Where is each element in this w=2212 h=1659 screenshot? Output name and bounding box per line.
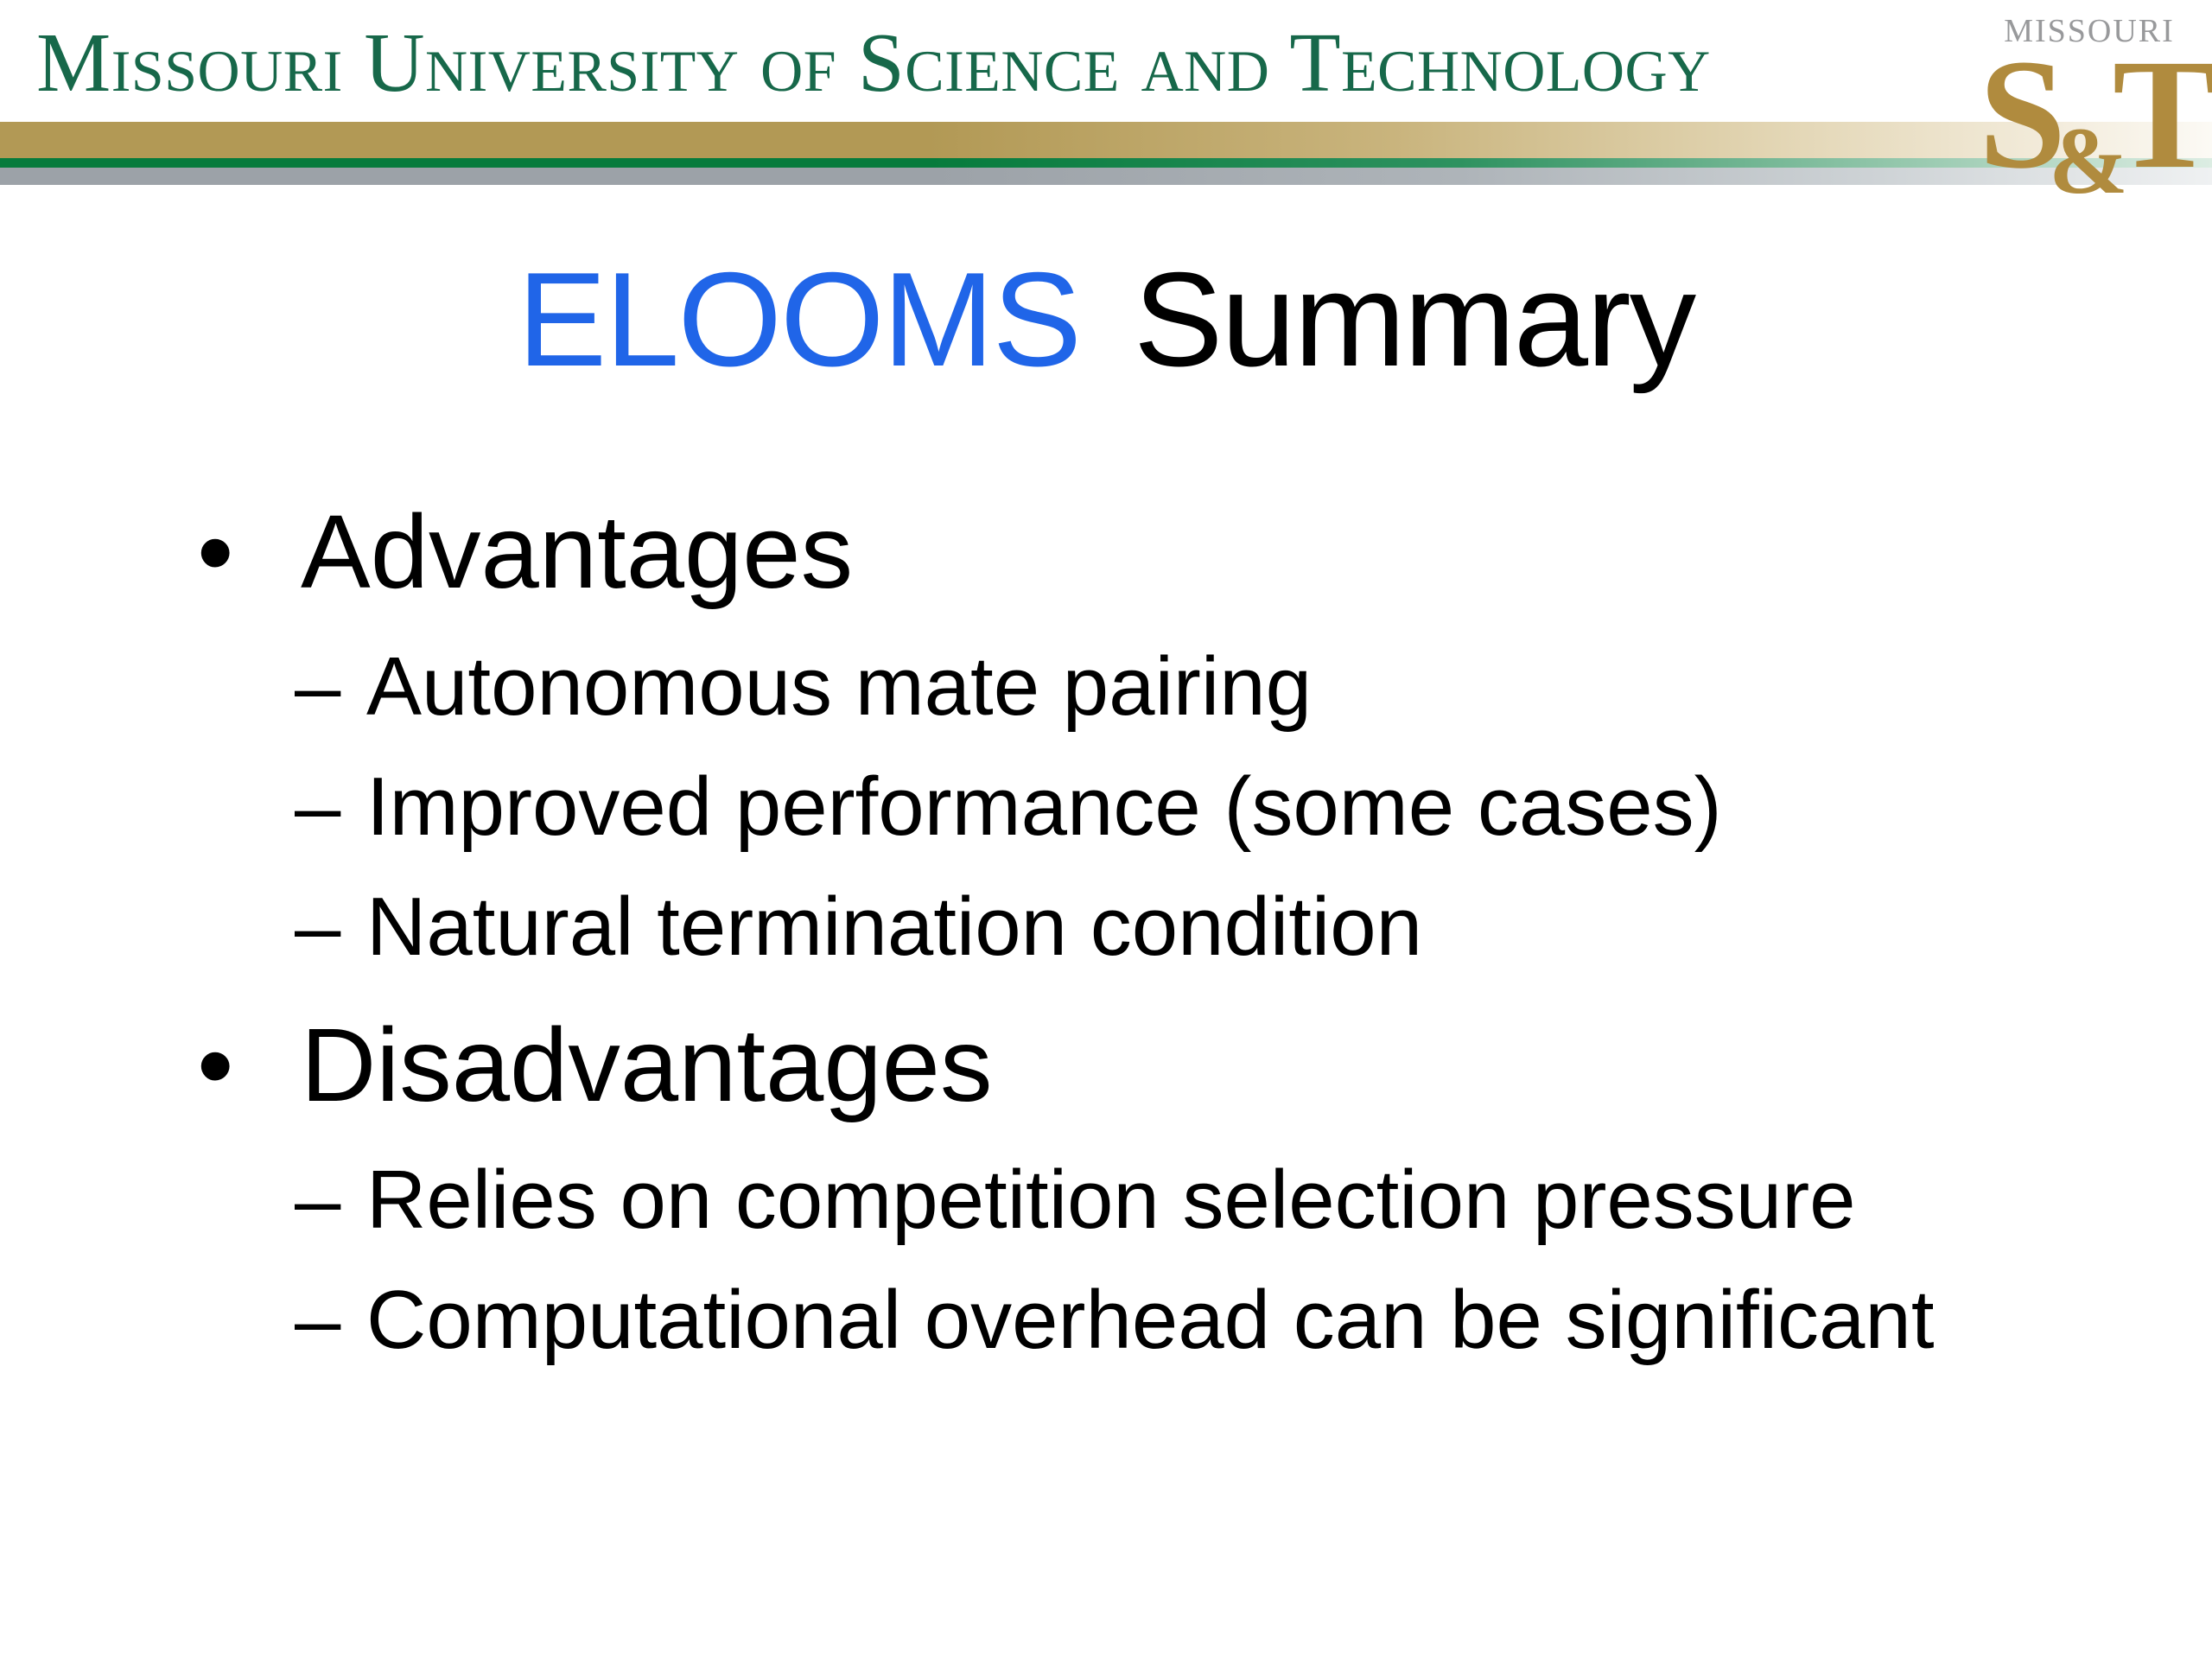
- list-subitem-label: Natural termination condition: [366, 880, 1422, 973]
- list-subitem-label: Relies on competition selection pressure: [366, 1154, 1856, 1246]
- list-subitem: – Computational overhead can be significa…: [0, 1260, 2212, 1380]
- dash-icon: –: [295, 1274, 341, 1366]
- list-item: • Advantages: [0, 486, 2212, 616]
- gray-bar: [0, 168, 2212, 185]
- list-item-label: Disadvantages: [301, 1006, 993, 1123]
- bullet-dot-icon: •: [197, 493, 234, 610]
- list-subitem: – Relies on competition selection pressur…: [0, 1140, 2212, 1260]
- university-wordmark: Missouri University of Science and Techn…: [36, 16, 1711, 109]
- logo-letter-s: S: [1979, 27, 2067, 201]
- dash-icon: –: [295, 760, 341, 853]
- title-highlight: ELOOMS: [517, 245, 1082, 394]
- list-subitem-label: Computational overhead can be significan…: [366, 1274, 1935, 1366]
- list-subitem-label: Autonomous mate pairing: [366, 640, 1312, 733]
- bullet-dot-icon: •: [197, 1006, 234, 1123]
- bullet-list: • Advantages – Autonomous mate pairing – Im…: [0, 486, 2212, 1380]
- dash-icon: –: [295, 640, 341, 733]
- list-subitem: – Autonomous mate pairing: [0, 626, 2212, 747]
- list-item: • Disadvantages: [0, 1000, 2212, 1129]
- list-item-label: Advantages: [301, 493, 854, 610]
- logo-missouri-text: Missouri: [2004, 13, 2175, 49]
- dash-icon: –: [295, 1154, 341, 1246]
- green-bar: [0, 158, 2212, 168]
- title-rest: Summary: [1134, 245, 1696, 394]
- slide-title: ELOOMS Summary: [0, 252, 2212, 386]
- missouri-st-logo: Missouri S&T: [1979, 12, 2212, 208]
- gold-bar: [0, 122, 2212, 158]
- list-subitem: – Natural termination condition: [0, 867, 2212, 987]
- logo-ampersand-icon: &: [2049, 107, 2128, 213]
- list-subitem-label: Improved performance (some cases): [366, 760, 1722, 853]
- list-subitem: – Improved performance (some cases): [0, 747, 2212, 867]
- logo-letter-t: T: [2112, 27, 2212, 201]
- logo-st-text: S&T: [1979, 35, 2212, 208]
- dash-icon: –: [295, 880, 341, 973]
